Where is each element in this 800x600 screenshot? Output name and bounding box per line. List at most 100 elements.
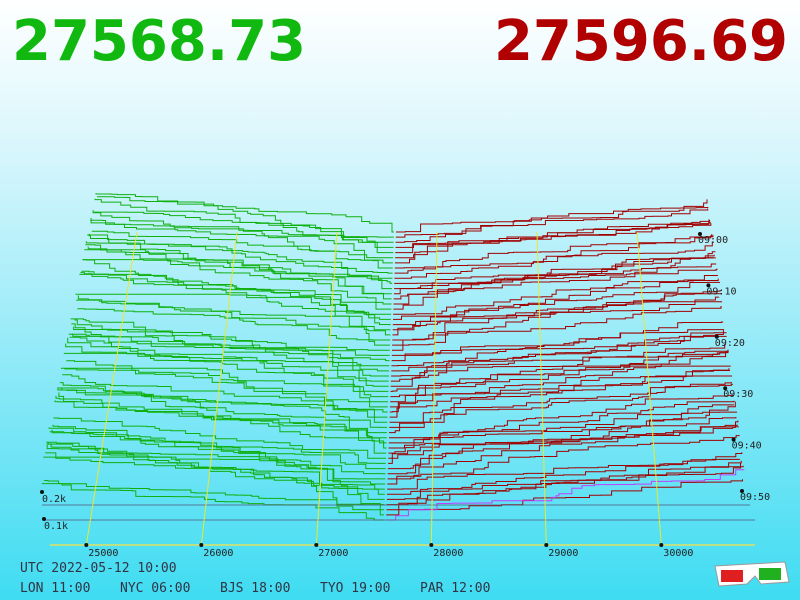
bid-layer (43, 480, 385, 511)
ask-layer (394, 254, 715, 290)
ask-layer (389, 370, 730, 413)
ask-layer (395, 220, 711, 254)
price-tick-label: 28000 (433, 548, 463, 559)
bid-layer (63, 352, 388, 408)
ask-layer (389, 382, 732, 423)
ask-layer (387, 426, 739, 480)
ask-layer (394, 234, 714, 279)
ask-layer (390, 332, 727, 382)
bid-layer (70, 318, 390, 372)
price-tick-dot (659, 543, 664, 547)
ask-layer (386, 469, 745, 521)
bid-layer (55, 395, 387, 449)
ask-layer (395, 208, 709, 238)
price-grid-line (430, 231, 438, 546)
bid-layer (95, 193, 394, 238)
bid-layer (75, 293, 390, 346)
ask-layer (389, 365, 731, 418)
time-tick-label: 09:10 (706, 286, 736, 297)
bid-layer (77, 308, 391, 336)
ask-price: 27596.69 (494, 9, 788, 74)
bid-layer (64, 368, 388, 403)
ask-layer (394, 257, 714, 284)
time-tick-dot (698, 232, 702, 236)
time-tick-dot (723, 386, 728, 391)
bid-layer (57, 388, 387, 439)
ask-layer (393, 268, 718, 310)
ask-layer (387, 435, 740, 485)
price-grid-line (85, 231, 138, 546)
zone-time: PAR 12:00 (420, 581, 490, 596)
time-tick-label: 09:30 (723, 389, 753, 400)
bid-layer (47, 442, 385, 490)
price-tick-dot (429, 543, 434, 547)
ask-layer (391, 330, 724, 362)
time-tick-label: 09:50 (740, 492, 770, 503)
ask-layer (387, 458, 740, 490)
bid-layer (85, 241, 392, 290)
ask-layer (388, 401, 736, 454)
ask-layer (386, 465, 744, 516)
ask-layer (387, 420, 739, 475)
utc-time: UTC 2022-05-12 10:00 (20, 561, 177, 576)
bid-layer (46, 443, 385, 495)
ask-layer (395, 207, 709, 243)
time-tick-label: 09:40 (732, 441, 762, 452)
ask-layer (386, 460, 742, 500)
time-tick-dot (714, 334, 719, 339)
price-tick-label: 29000 (548, 548, 578, 559)
price-tick-label: 26000 (203, 548, 233, 559)
ask-layer (394, 241, 713, 274)
price-tick-dot (84, 543, 89, 547)
bid-layer (90, 218, 393, 264)
depth-tick-dot (40, 490, 44, 494)
bid-layer (88, 233, 393, 274)
depth-layers (41, 193, 745, 521)
axes: 25000 26000 27000 28000 29000 30000 09:00 09:10… (40, 231, 770, 559)
bid-layer (94, 198, 394, 243)
bid-price: 27568.73 (12, 9, 306, 74)
zone-time: BJS 18:00 (220, 581, 290, 596)
bid-layer (49, 431, 386, 480)
price-tick-dot (544, 543, 549, 547)
ask-layer (393, 278, 719, 320)
depth-tick-label: 0.2k (42, 494, 66, 505)
price-tick-label: 30000 (663, 548, 693, 559)
bid-layer (60, 367, 388, 423)
price-tick-label: 27000 (318, 548, 348, 559)
zone-time: TYO 19:00 (320, 581, 390, 596)
ask-layer (393, 263, 717, 305)
ask-layer (390, 335, 727, 387)
ask-layer (388, 400, 735, 449)
depth-tick-dot (42, 517, 46, 521)
ask-layer (391, 329, 725, 367)
ask-layer (386, 452, 743, 506)
time-tick-dot (740, 489, 744, 493)
bid-layer (79, 273, 391, 326)
price-grid-line (636, 231, 662, 546)
bid-layer (81, 270, 392, 315)
depth-tick-label: 0.1k (44, 521, 68, 532)
bid-layer (97, 196, 394, 233)
bid-layer (43, 456, 384, 516)
time-tick-label: 09:20 (715, 338, 745, 349)
ask-layer (387, 424, 738, 470)
bid-layer (45, 452, 385, 506)
ask-layer (388, 411, 738, 464)
glasses-icon (714, 561, 790, 587)
ask-layer (392, 293, 722, 341)
bid-layer (91, 230, 394, 259)
ask-layer (393, 251, 716, 295)
time-tick-dot (706, 283, 711, 288)
ask-layer (389, 375, 732, 428)
bid-layer (82, 259, 392, 310)
time-tick-dot (731, 437, 736, 442)
bid-layer (85, 244, 392, 295)
zone-time: LON 11:00 (20, 581, 90, 596)
bid-layer (90, 219, 393, 269)
zone-time: NYC 06:00 (120, 581, 190, 596)
price-grid-line (315, 231, 338, 546)
bid-layer (80, 272, 391, 320)
